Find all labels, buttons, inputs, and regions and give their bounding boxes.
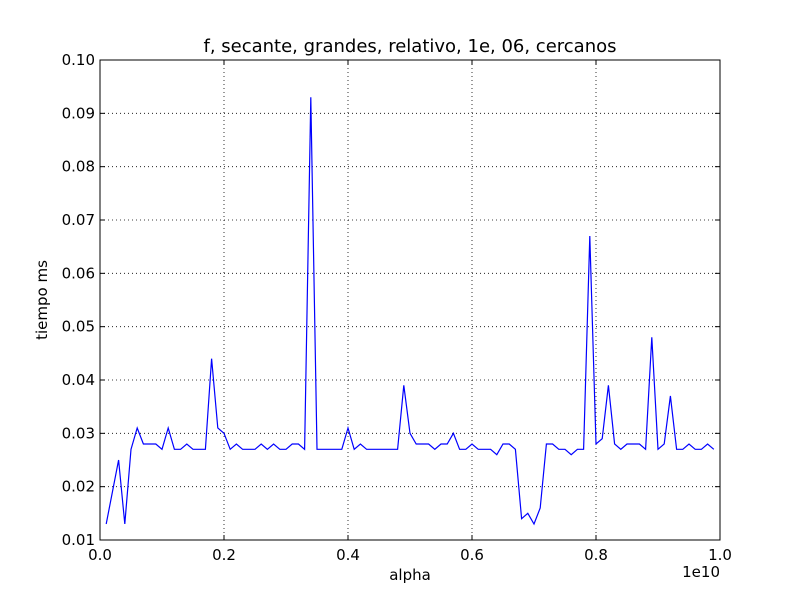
x-tick-label: 0.8 (584, 546, 608, 564)
x-tick-label: 0.6 (460, 546, 484, 564)
y-tick-label: 0.02 (62, 478, 95, 496)
x-axis-label: alpha (389, 566, 431, 584)
y-tick-label: 0.08 (62, 158, 95, 176)
series-line (106, 97, 714, 524)
x-tick-label: 0.4 (336, 546, 360, 564)
y-tick-label: 0.01 (62, 531, 95, 549)
chart-title: f, secante, grandes, relativo, 1e, 06, c… (203, 36, 616, 57)
x-tick-label: 1.0 (708, 546, 732, 564)
y-tick-label: 0.03 (62, 424, 95, 442)
x-axis-offset-text: 1e10 (682, 563, 720, 581)
y-axis-label: tiempo ms (33, 260, 51, 340)
y-tick-label: 0.10 (62, 51, 95, 69)
x-tick-label: 0.2 (212, 546, 236, 564)
y-tick-label: 0.05 (62, 318, 95, 336)
y-tick-label: 0.06 (62, 264, 95, 282)
plot-frame (100, 60, 720, 540)
data-series (106, 97, 714, 524)
y-tick-label: 0.07 (62, 211, 95, 229)
y-tick-label: 0.09 (62, 104, 95, 122)
grid (100, 60, 720, 540)
y-tick-label: 0.04 (62, 371, 95, 389)
